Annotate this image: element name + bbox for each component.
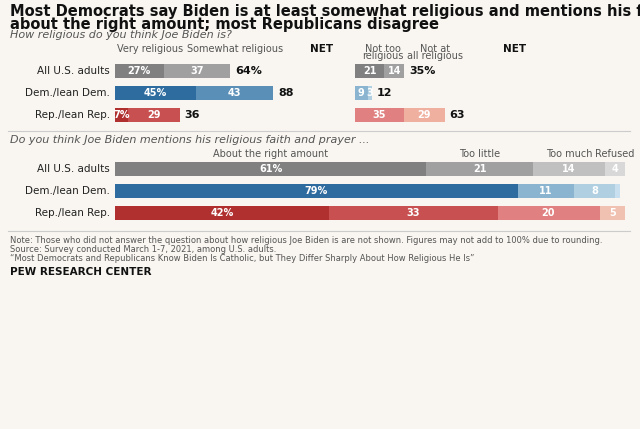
Text: 21: 21: [363, 66, 376, 76]
Text: Dem./lean Dem.: Dem./lean Dem.: [25, 186, 110, 196]
Text: 14: 14: [562, 164, 575, 174]
Bar: [404, 108, 445, 122]
Text: 35: 35: [372, 110, 387, 120]
Bar: [605, 162, 625, 176]
Bar: [164, 64, 230, 78]
Text: 27%: 27%: [127, 66, 151, 76]
Text: 7%: 7%: [113, 110, 129, 120]
Text: 79%: 79%: [305, 186, 328, 196]
Bar: [115, 86, 196, 100]
Text: religious: religious: [362, 51, 404, 61]
Bar: [127, 108, 180, 122]
Text: all religious: all religious: [407, 51, 463, 61]
Text: 42%: 42%: [211, 208, 234, 218]
Bar: [115, 206, 329, 220]
Text: 43: 43: [228, 88, 241, 98]
Text: 14: 14: [387, 66, 401, 76]
Bar: [533, 162, 605, 176]
Text: 45%: 45%: [144, 88, 167, 98]
Text: 29: 29: [147, 110, 161, 120]
Text: 5: 5: [609, 208, 616, 218]
Text: 21: 21: [473, 164, 486, 174]
Text: 29: 29: [417, 110, 431, 120]
Bar: [196, 86, 273, 100]
Bar: [355, 64, 385, 78]
Text: 20: 20: [541, 208, 556, 218]
Text: 9: 9: [358, 88, 365, 98]
Text: about the right amount; most Republicans disagree: about the right amount; most Republicans…: [10, 17, 439, 32]
Text: 35%: 35%: [409, 66, 435, 76]
Bar: [385, 64, 404, 78]
Text: Source: Survey conducted March 1-7, 2021, among U.S. adults.: Source: Survey conducted March 1-7, 2021…: [10, 245, 276, 254]
Text: Do you think Joe Biden mentions his religious faith and prayer ...: Do you think Joe Biden mentions his reli…: [10, 135, 369, 145]
Bar: [329, 206, 497, 220]
Text: Note: Those who did not answer the question about how religious Joe Biden is are: Note: Those who did not answer the quest…: [10, 236, 602, 245]
Bar: [367, 86, 372, 100]
Bar: [115, 108, 127, 122]
Bar: [615, 184, 620, 198]
Text: All U.S. adults: All U.S. adults: [37, 66, 110, 76]
Bar: [115, 64, 164, 78]
Text: Not too: Not too: [365, 44, 401, 54]
Text: Very religious: Very religious: [117, 44, 183, 54]
Bar: [426, 162, 533, 176]
Text: Dem./lean Dem.: Dem./lean Dem.: [25, 88, 110, 98]
Text: NET: NET: [310, 44, 333, 54]
Text: NET: NET: [503, 44, 526, 54]
Text: All U.S. adults: All U.S. adults: [37, 164, 110, 174]
Bar: [497, 206, 600, 220]
Bar: [574, 184, 615, 198]
Text: 88: 88: [278, 88, 294, 98]
Text: About the right amount: About the right amount: [213, 149, 328, 159]
Text: Too much: Too much: [546, 149, 592, 159]
Text: 4: 4: [611, 164, 618, 174]
Text: Too little: Too little: [459, 149, 500, 159]
Bar: [355, 108, 404, 122]
Text: Most Democrats say Biden is at least somewhat religious and mentions his faith: Most Democrats say Biden is at least som…: [10, 4, 640, 19]
Text: Rep./lean Rep.: Rep./lean Rep.: [35, 208, 110, 218]
Text: 11: 11: [540, 186, 553, 196]
Text: 61%: 61%: [259, 164, 282, 174]
Text: PEW RESEARCH CENTER: PEW RESEARCH CENTER: [10, 267, 152, 277]
Bar: [115, 162, 426, 176]
Bar: [115, 184, 518, 198]
Text: 64%: 64%: [236, 66, 262, 76]
Text: Not at: Not at: [420, 44, 450, 54]
Bar: [518, 184, 574, 198]
Text: Somewhat religious: Somewhat religious: [187, 44, 283, 54]
Text: 8: 8: [591, 186, 598, 196]
Text: 63: 63: [450, 110, 465, 120]
Text: How religious do you think Joe Biden is?: How religious do you think Joe Biden is?: [10, 30, 232, 40]
Bar: [600, 206, 625, 220]
Text: 33: 33: [406, 208, 420, 218]
Text: 3: 3: [366, 88, 373, 98]
Text: Refused: Refused: [595, 149, 634, 159]
Text: 37: 37: [190, 66, 204, 76]
Bar: [355, 86, 367, 100]
Text: “Most Democrats and Republicans Know Biden Is Catholic, but They Differ Sharply : “Most Democrats and Republicans Know Bid…: [10, 254, 474, 263]
Text: Rep./lean Rep.: Rep./lean Rep.: [35, 110, 110, 120]
Text: 36: 36: [185, 110, 200, 120]
Text: 12: 12: [377, 88, 392, 98]
